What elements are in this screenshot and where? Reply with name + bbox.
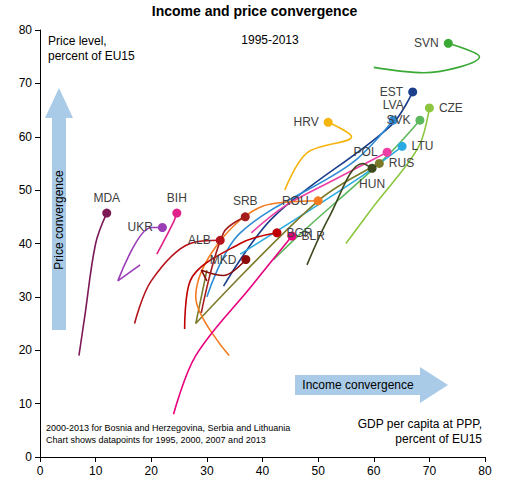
svg-text:GDP per capita at PPP,: GDP per capita at PPP, <box>358 417 482 431</box>
svg-text:10: 10 <box>19 397 33 411</box>
svg-text:Income convergence: Income convergence <box>302 378 414 392</box>
svg-text:60: 60 <box>367 464 381 478</box>
svg-text:1995-2013: 1995-2013 <box>241 33 299 47</box>
svg-text:POL: POL <box>354 145 378 159</box>
svg-text:40: 40 <box>19 237 33 251</box>
svg-text:RUS: RUS <box>389 156 414 170</box>
svg-text:50: 50 <box>311 464 325 478</box>
svg-text:CZE: CZE <box>439 101 463 115</box>
svg-text:30: 30 <box>200 464 214 478</box>
svg-text:30: 30 <box>19 290 33 304</box>
svg-text:Price level,: Price level, <box>48 34 107 48</box>
svg-text:HRV: HRV <box>294 115 319 129</box>
svg-text:ALB: ALB <box>188 233 211 247</box>
svg-text:20: 20 <box>145 464 159 478</box>
svg-text:BGR: BGR <box>286 225 313 240</box>
svg-text:HUN: HUN <box>359 177 385 191</box>
svg-text:60: 60 <box>19 130 33 144</box>
svg-text:Income and price convergence: Income and price convergence <box>152 3 358 19</box>
svg-text:BIH: BIH <box>167 191 187 205</box>
svg-text:80: 80 <box>478 464 492 478</box>
svg-text:SRB: SRB <box>233 194 258 208</box>
svg-text:2000-2013 for Bosnia and Herze: 2000-2013 for Bosnia and Herzegovina, Se… <box>46 423 290 433</box>
svg-text:UKR: UKR <box>128 220 154 234</box>
svg-text:Chart shows datapoints for 199: Chart shows datapoints for 1995, 2000, 2… <box>46 435 266 445</box>
svg-text:70: 70 <box>19 76 33 90</box>
svg-text:50: 50 <box>19 183 33 197</box>
svg-text:percent of EU15: percent of EU15 <box>48 49 135 63</box>
svg-text:MKD: MKD <box>210 253 237 267</box>
svg-text:BLR: BLR <box>301 229 325 243</box>
svg-text:0: 0 <box>37 464 44 478</box>
svg-text:SVN: SVN <box>414 36 439 50</box>
svg-text:80: 80 <box>19 23 33 37</box>
svg-text:20: 20 <box>19 343 33 357</box>
svg-text:40: 40 <box>256 464 270 478</box>
svg-text:LVA: LVA <box>383 98 404 112</box>
svg-text:percent of EU15: percent of EU15 <box>395 432 482 446</box>
svg-text:70: 70 <box>423 464 437 478</box>
svg-text:LTU: LTU <box>412 139 434 153</box>
svg-text:SVK: SVK <box>386 113 410 127</box>
svg-text:EST: EST <box>379 84 404 99</box>
svg-text:Price convergence: Price convergence <box>52 170 66 270</box>
svg-text:0: 0 <box>25 450 32 464</box>
svg-text:MDA: MDA <box>93 191 120 205</box>
svg-text:ROU: ROU <box>282 194 309 208</box>
svg-text:10: 10 <box>89 464 103 478</box>
